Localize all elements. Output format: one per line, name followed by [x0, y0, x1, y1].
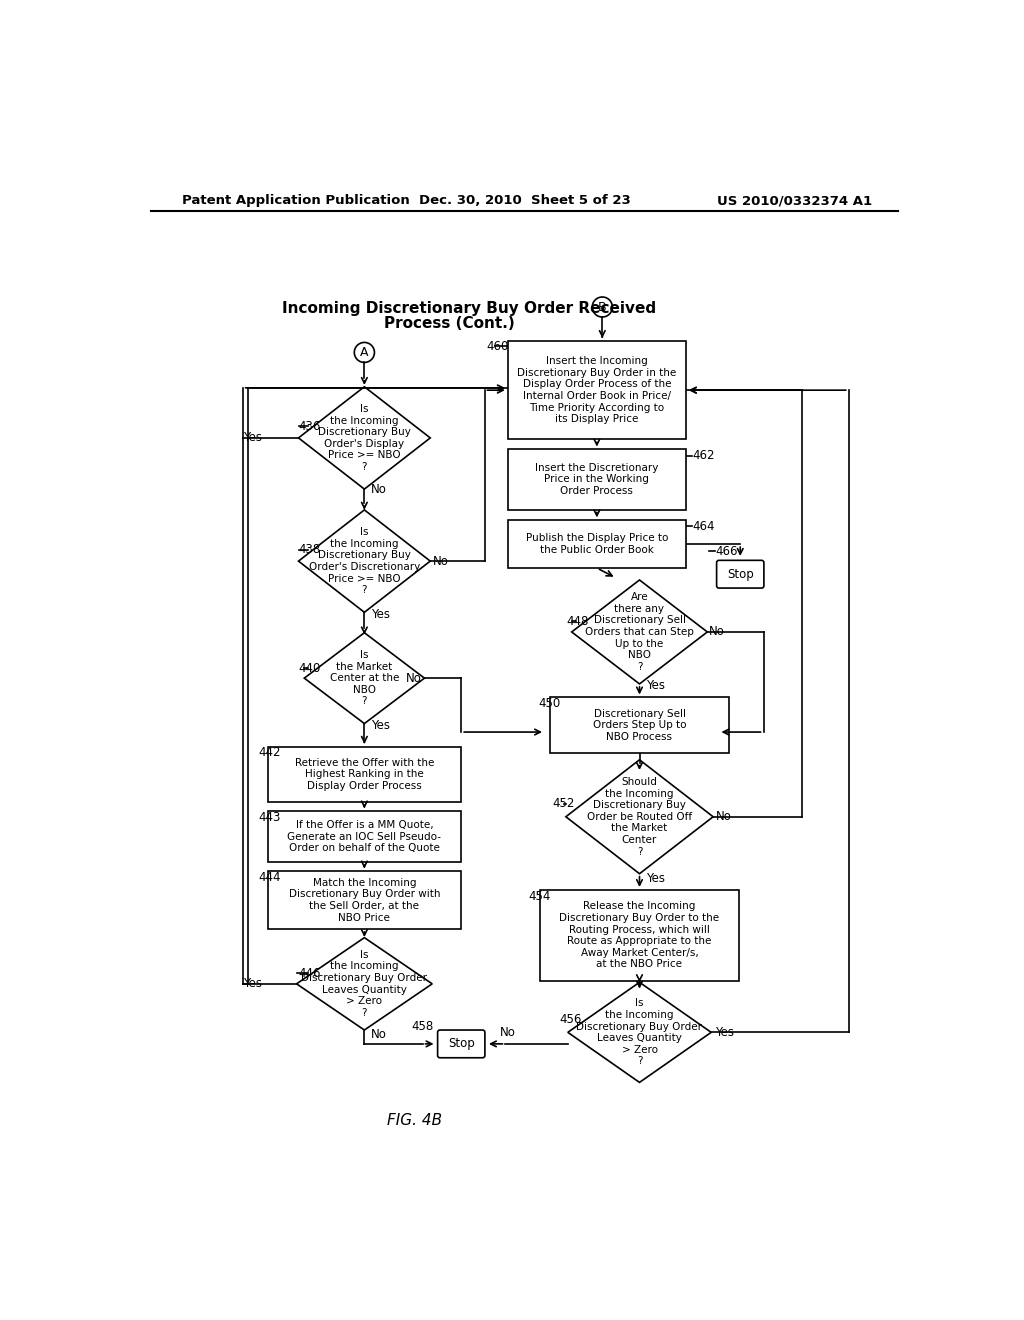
Text: Publish the Display Price to
the Public Order Book: Publish the Display Price to the Public …: [525, 533, 668, 554]
Text: Insert the Incoming
Discretionary Buy Order in the
Display Order Process of the
: Insert the Incoming Discretionary Buy Or…: [517, 356, 677, 424]
FancyBboxPatch shape: [550, 697, 729, 752]
Text: No: No: [500, 1026, 516, 1039]
Text: 458: 458: [411, 1020, 433, 1034]
Text: Is
the Market
Center at the
NBO
?: Is the Market Center at the NBO ?: [330, 649, 399, 706]
Text: Is
the Incoming
Discretionary Buy
Order's Display
Price >= NBO
?: Is the Incoming Discretionary Buy Order'…: [317, 404, 411, 473]
FancyBboxPatch shape: [437, 1030, 485, 1057]
Text: Insert the Discretionary
Price in the Working
Order Process: Insert the Discretionary Price in the Wo…: [536, 463, 658, 496]
Text: Yes: Yes: [646, 680, 665, 693]
Text: No: No: [710, 626, 725, 639]
Text: 444: 444: [258, 871, 281, 884]
Text: No: No: [433, 554, 450, 568]
Text: 454: 454: [528, 890, 550, 903]
Text: 438: 438: [299, 543, 321, 556]
Text: Yes: Yes: [371, 718, 389, 731]
FancyBboxPatch shape: [267, 871, 461, 929]
Text: A: A: [360, 346, 369, 359]
Text: Patent Application Publication: Patent Application Publication: [182, 194, 410, 207]
Text: 448: 448: [566, 615, 589, 628]
Text: Is
the Incoming
Discretionary Buy Order
Leaves Quantity
> Zero
?: Is the Incoming Discretionary Buy Order …: [301, 950, 427, 1018]
FancyBboxPatch shape: [508, 449, 686, 510]
Text: Release the Incoming
Discretionary Buy Order to the
Routing Process, which will
: Release the Incoming Discretionary Buy O…: [559, 902, 720, 969]
Text: 442: 442: [258, 746, 281, 759]
Text: Yes: Yes: [371, 607, 389, 620]
FancyBboxPatch shape: [717, 561, 764, 589]
Text: Stop: Stop: [727, 568, 754, 581]
Text: Are
there any
Discretionary Sell
Orders that can Step
Up to the
NBO
?: Are there any Discretionary Sell Orders …: [585, 593, 694, 672]
Text: 436: 436: [299, 420, 321, 433]
Text: 466: 466: [716, 545, 738, 557]
FancyBboxPatch shape: [508, 520, 686, 568]
Text: 460: 460: [486, 339, 509, 352]
Text: Incoming Discretionary Buy Order Received: Incoming Discretionary Buy Order Receive…: [282, 301, 656, 315]
Text: 464: 464: [692, 520, 715, 533]
Text: No: No: [716, 810, 731, 824]
Text: 450: 450: [539, 697, 561, 710]
Text: Yes: Yes: [243, 977, 262, 990]
Text: Yes: Yes: [716, 1026, 734, 1039]
Text: US 2010/0332374 A1: US 2010/0332374 A1: [717, 194, 872, 207]
Text: 446: 446: [299, 966, 321, 979]
Text: Process (Cont.): Process (Cont.): [384, 317, 515, 331]
FancyBboxPatch shape: [508, 341, 686, 440]
Text: Is
the Incoming
Discretionary Buy Order
Leaves Quantity
> Zero
?: Is the Incoming Discretionary Buy Order …: [577, 998, 702, 1067]
Text: If the Offer is a MM Quote,
Generate an IOC Sell Pseudo-
Order on behalf of the : If the Offer is a MM Quote, Generate an …: [288, 820, 441, 853]
Text: 452: 452: [553, 797, 575, 810]
Text: Yes: Yes: [243, 432, 262, 445]
FancyBboxPatch shape: [267, 812, 461, 862]
Text: FIG. 4B: FIG. 4B: [387, 1113, 442, 1129]
Text: Discretionary Sell
Orders Step Up to
NBO Process: Discretionary Sell Orders Step Up to NBO…: [593, 709, 686, 742]
Text: 440: 440: [299, 661, 321, 675]
FancyBboxPatch shape: [267, 747, 461, 803]
Text: Stop: Stop: [447, 1038, 475, 1051]
Text: Yes: Yes: [646, 871, 665, 884]
Text: Match the Incoming
Discretionary Buy Order with
the Sell Order, at the
NBO Price: Match the Incoming Discretionary Buy Ord…: [289, 878, 440, 923]
Text: No: No: [371, 483, 386, 496]
Text: Retrieve the Offer with the
Highest Ranking in the
Display Order Process: Retrieve the Offer with the Highest Rank…: [295, 758, 434, 791]
Text: No: No: [406, 672, 421, 685]
Text: 456: 456: [559, 1012, 582, 1026]
Text: Should
the Incoming
Discretionary Buy
Order be Routed Off
the Market
Center
?: Should the Incoming Discretionary Buy Or…: [587, 777, 692, 857]
FancyBboxPatch shape: [541, 890, 738, 981]
Text: Is
the Incoming
Discretionary Buy
Order's Discretionary
Price >= NBO
?: Is the Incoming Discretionary Buy Order'…: [309, 527, 420, 595]
Text: B: B: [598, 301, 606, 314]
Text: No: No: [371, 1028, 386, 1041]
Text: 443: 443: [258, 810, 281, 824]
Text: Dec. 30, 2010  Sheet 5 of 23: Dec. 30, 2010 Sheet 5 of 23: [419, 194, 631, 207]
Text: 462: 462: [692, 449, 715, 462]
